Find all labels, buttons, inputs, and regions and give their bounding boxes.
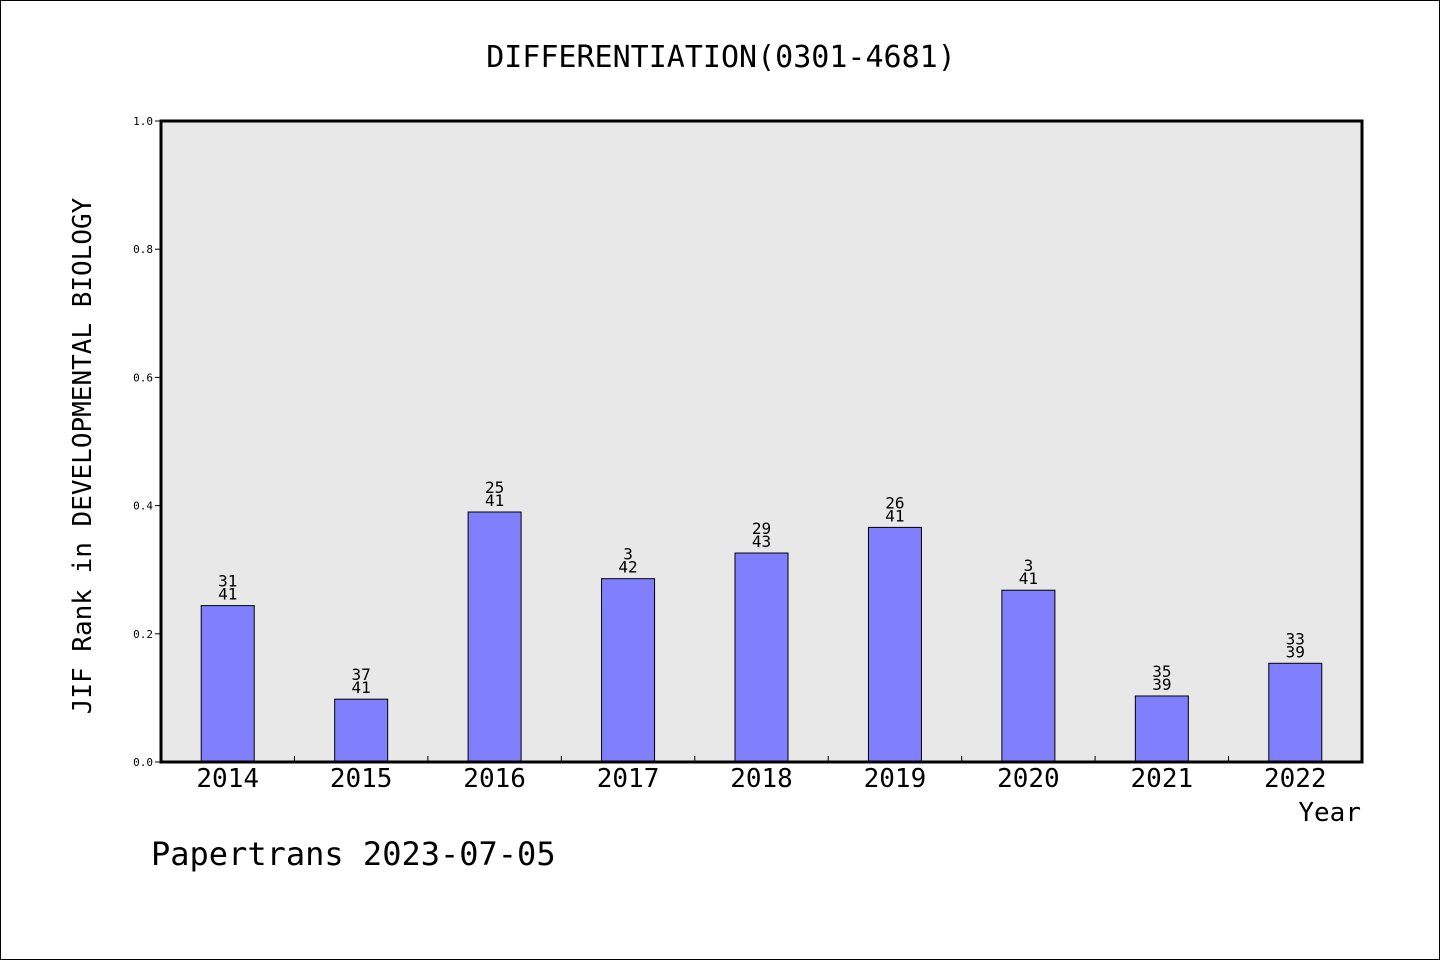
bar bbox=[1134, 695, 1189, 763]
bar-label-rank: 33 bbox=[1286, 629, 1305, 648]
bar-label-rank: 31 bbox=[218, 572, 237, 591]
y-axis-ticks: 0.0 0.2 0.4 0.6 0.8 1.0 bbox=[133, 115, 161, 769]
x-tick-label: 2016 bbox=[463, 764, 526, 794]
bar bbox=[867, 526, 922, 763]
x-tick-label: 2022 bbox=[1264, 764, 1327, 794]
footer-credit: Papertrans 2023-07-05 bbox=[151, 835, 556, 873]
bar-label-rank: 35 bbox=[1152, 662, 1171, 681]
y-tick-label: 0.0 bbox=[133, 756, 153, 769]
y-axis-title: JIF Rank in DEVELOPMENTAL BIOLOGY bbox=[68, 197, 98, 714]
y-tick-label: 0.4 bbox=[133, 500, 153, 513]
bar-label-total: 41 bbox=[885, 506, 904, 525]
y-tick-label: 0.2 bbox=[133, 628, 153, 641]
x-tick-label: 2018 bbox=[730, 764, 793, 794]
bar-label-total: 41 bbox=[485, 491, 504, 510]
x-tick-label: 2021 bbox=[1131, 764, 1194, 794]
bar bbox=[200, 605, 255, 763]
bar-label-total: 39 bbox=[1152, 675, 1171, 694]
x-tick-label: 2014 bbox=[196, 764, 259, 794]
chart-title: DIFFERENTIATION(0301-4681) bbox=[486, 40, 956, 75]
x-tick-label: 2015 bbox=[330, 764, 393, 794]
y-tick-label: 0.8 bbox=[133, 243, 153, 256]
bar bbox=[467, 511, 522, 763]
bar-label-total: 41 bbox=[1019, 569, 1038, 588]
x-axis-tick-labels: 2014 2015 2016 2017 2018 2019 2020 2021 2022 bbox=[196, 756, 1327, 794]
bar bbox=[334, 698, 389, 763]
x-tick-label: 2020 bbox=[997, 764, 1060, 794]
x-tick-label: 2019 bbox=[864, 764, 927, 794]
bar bbox=[601, 578, 656, 763]
bar-label-rank: 3 bbox=[1024, 556, 1034, 575]
bar-label-total: 42 bbox=[618, 558, 637, 577]
bar-label-total: 41 bbox=[352, 678, 371, 697]
x-tick-label: 2017 bbox=[597, 764, 660, 794]
bar bbox=[1268, 662, 1323, 763]
bar-label-total: 43 bbox=[752, 532, 771, 551]
bar-label-total: 39 bbox=[1286, 642, 1305, 661]
bar bbox=[1001, 589, 1056, 763]
bar-label-total: 41 bbox=[218, 585, 237, 604]
bar-label-rank: 26 bbox=[885, 493, 904, 512]
bar bbox=[734, 552, 789, 763]
bar-label-rank: 3 bbox=[623, 545, 633, 564]
bar-label-rank: 25 bbox=[485, 478, 504, 497]
y-tick-label: 0.6 bbox=[133, 371, 153, 384]
bar-label-rank: 37 bbox=[352, 665, 371, 684]
bar-label-rank: 29 bbox=[752, 519, 771, 538]
x-axis-title: Year bbox=[1298, 798, 1361, 828]
y-tick-label: 1.0 bbox=[133, 115, 153, 128]
plot-border bbox=[159, 119, 1364, 764]
